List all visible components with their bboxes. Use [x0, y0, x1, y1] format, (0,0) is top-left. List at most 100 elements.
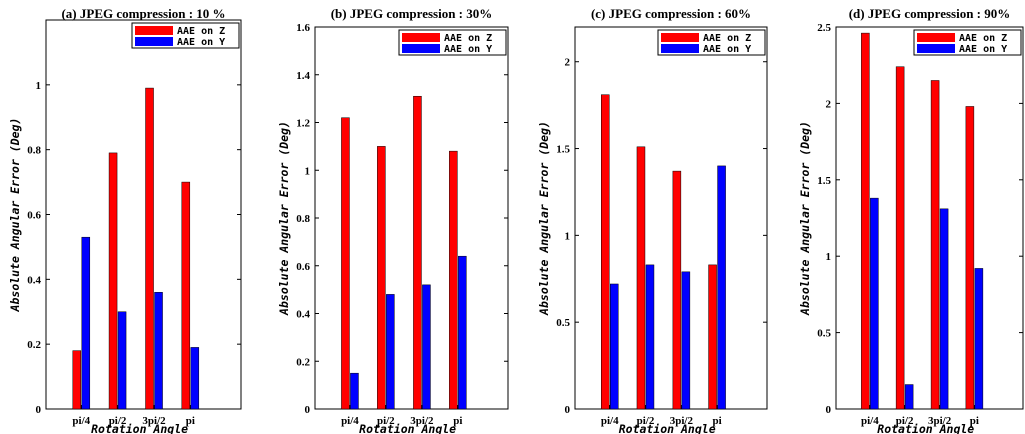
bar-aae-y	[610, 283, 619, 410]
x-axis-label: Rotation Angle	[359, 422, 456, 434]
legend-swatch-aae-y	[135, 37, 173, 46]
bar-aae-y	[681, 271, 691, 410]
x-category-label: 3pi/2	[142, 415, 166, 427]
legend-swatch-aae-y	[661, 44, 699, 53]
x-category-label: pi	[186, 415, 195, 427]
legend-label: AAE on Z	[444, 33, 492, 44]
bar-aae-y	[154, 292, 163, 410]
legend-label: AAE on Z	[177, 26, 225, 37]
chart-title: (b) JPEG compression : 30%	[331, 6, 493, 21]
legend-label: AAE on Y	[959, 44, 1007, 55]
x-axis-label: Rotation Angle	[877, 422, 974, 434]
y-tick-label: 0	[565, 404, 571, 416]
bar-aae-z	[708, 264, 717, 410]
bar-aae-y	[939, 208, 949, 410]
bar-aae-y	[386, 294, 395, 410]
bar-aae-z	[72, 350, 82, 410]
y-tick-label: 2	[565, 57, 571, 69]
y-tick-label: 0.5	[817, 328, 831, 340]
bar-aae-z	[672, 170, 682, 410]
legend-label: AAE on Y	[444, 44, 492, 55]
bar-aae-y	[870, 197, 879, 410]
x-category-label: pi/2	[109, 415, 127, 427]
chart-title: (c) JPEG compression : 60%	[591, 6, 751, 21]
bar-aae-z	[601, 94, 610, 410]
y-axis-label: Absolute Angular Error (Deg)	[537, 121, 551, 316]
y-tick-label: 0.8	[296, 213, 310, 225]
bar-aae-y	[190, 347, 200, 410]
bar-aae-z	[861, 32, 870, 410]
legend-label: AAE on Z	[703, 33, 751, 44]
bar-aae-z	[449, 150, 458, 410]
x-category-label: pi	[712, 415, 721, 427]
y-tick-label: 1	[305, 165, 311, 177]
chart-panel-2: (b) JPEG compression : 30% 0 0.2 0.4 0.6 0.8 1…	[277, 6, 509, 434]
bar-aae-y	[422, 284, 431, 410]
y-tick-label: 0.8	[27, 145, 41, 157]
y-tick-label: 0.4	[296, 309, 310, 321]
x-axis-label: Rotation Angle	[91, 422, 188, 434]
legend-swatch-aae-z	[917, 33, 955, 42]
y-axis-label: Absolute Angular Error (Deg)	[798, 121, 812, 316]
bar-aae-y	[717, 165, 726, 410]
x-axis-label: Rotation Angle	[619, 422, 716, 434]
bar-aae-z	[930, 80, 940, 410]
y-tick-label: 1.4	[296, 70, 310, 82]
y-tick-label: 0.4	[27, 274, 41, 286]
y-tick-label: 0.5	[556, 317, 570, 329]
y-tick-label: 2.5	[817, 22, 831, 34]
bar-aae-z	[145, 87, 154, 410]
bar-aae-y	[645, 264, 655, 410]
y-axis-label: Absolute Angular Error (Deg)	[277, 121, 291, 316]
legend-label: AAE on Z	[959, 33, 1007, 44]
y-tick-label: 0.6	[296, 261, 310, 273]
x-category-label: pi/4	[72, 415, 90, 427]
bar-aae-y	[458, 255, 467, 410]
legend-swatch-aae-y	[402, 44, 440, 53]
chart-panel-1: (a) JPEG compression : 10 % 0 0.2 0.4 0.6 0.8…	[8, 6, 242, 434]
bar-aae-y	[117, 311, 127, 410]
y-tick-label: 0	[305, 404, 311, 416]
chart-panel-3: (c) JPEG compression : 60% 0 0.5 1 1.5 2 pi/4 p…	[537, 6, 768, 434]
x-category-label: pi	[970, 415, 979, 427]
y-tick-label: 0	[826, 404, 832, 416]
y-tick-label: 1.5	[556, 144, 570, 156]
x-category-label: 3pi/2	[670, 415, 694, 427]
legend-swatch-aae-z	[402, 33, 440, 42]
y-tick-label: 1	[36, 80, 42, 92]
y-tick-label: 0.2	[27, 339, 41, 351]
x-category-label: pi/4	[861, 415, 879, 427]
y-tick-label: 0.6	[27, 210, 41, 222]
bar-aae-z	[895, 66, 905, 410]
bar-aae-z	[341, 117, 350, 410]
bar-aae-z	[413, 95, 422, 410]
x-category-label: 3pi/2	[410, 415, 434, 427]
y-tick-label: 1.6	[296, 22, 310, 34]
y-tick-label: 1.2	[296, 118, 310, 130]
y-tick-label: 1	[826, 251, 832, 263]
bar-aae-y	[904, 384, 914, 410]
x-category-label: pi/2	[377, 415, 395, 427]
bar-aae-z	[965, 106, 975, 410]
y-tick-label: 1	[565, 230, 571, 242]
chart-title: (d) JPEG compression : 90%	[849, 6, 1011, 21]
x-category-label: pi	[453, 415, 462, 427]
y-tick-label: 0	[36, 404, 42, 416]
x-category-label: pi/4	[341, 415, 359, 427]
bar-aae-y	[350, 372, 359, 410]
plot-frame	[574, 26, 768, 410]
bar-aae-z	[181, 181, 191, 410]
bar-aae-z	[377, 146, 386, 410]
x-category-label: pi/2	[896, 415, 914, 427]
legend-swatch-aae-z	[135, 26, 173, 35]
bar-aae-y	[81, 236, 91, 410]
y-tick-label: 0.2	[296, 356, 310, 368]
legend-label: AAE on Y	[177, 37, 225, 48]
legend-swatch-aae-z	[661, 33, 699, 42]
x-category-label: 3pi/2	[928, 415, 952, 427]
x-category-label: pi/2	[637, 415, 655, 427]
